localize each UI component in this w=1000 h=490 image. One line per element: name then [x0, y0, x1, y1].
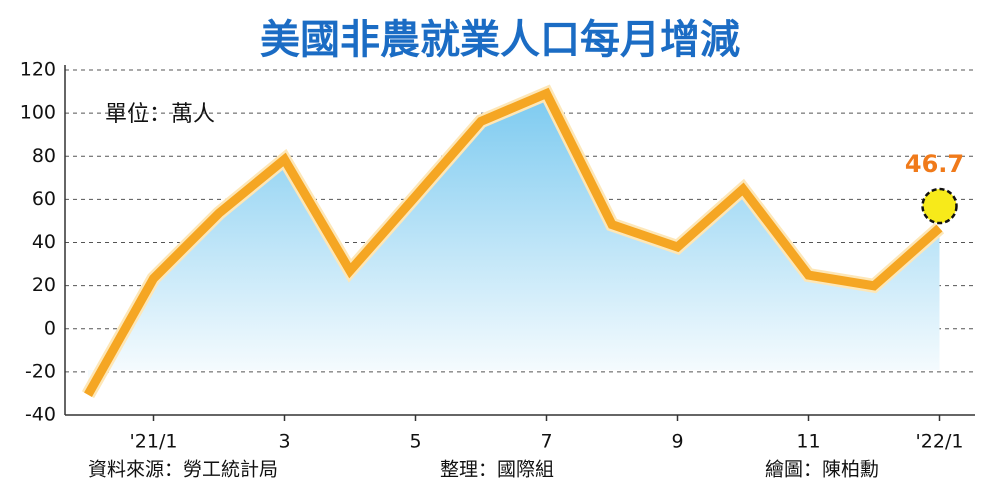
x-tick-label: '21/1: [130, 431, 178, 453]
unit-label: 單位：萬人: [105, 102, 215, 127]
y-tick-label: 60: [32, 188, 56, 210]
value-label: 46.7: [905, 150, 964, 178]
y-tick-label: 0: [44, 317, 56, 339]
highlight-point: [921, 187, 958, 225]
x-tick-label: '22/1: [916, 431, 964, 453]
y-tick-label: 80: [32, 145, 56, 167]
y-tick-label: 120: [20, 59, 56, 81]
editor: 整理：國際組: [440, 459, 554, 481]
y-tick-label: -40: [25, 404, 56, 426]
y-tick-label: 100: [20, 102, 56, 124]
line: [84, 87, 943, 397]
x-tick-label: 11: [796, 431, 820, 453]
y-tick-label: 40: [32, 231, 56, 253]
x-tick-label: 7: [540, 431, 552, 453]
illustrator: 繪圖：陳柏勳: [765, 459, 879, 481]
y-tick-label: -20: [25, 360, 56, 382]
x-tick-label: 3: [278, 431, 290, 453]
area: [88, 93, 940, 395]
chart-title: 美國非農就業人口每月增減: [260, 17, 740, 63]
y-tick-label: 20: [32, 274, 56, 296]
source: 資料來源：勞工統計局: [88, 459, 278, 481]
x-tick-label: 9: [671, 431, 683, 453]
x-tick-label: 5: [409, 431, 421, 453]
